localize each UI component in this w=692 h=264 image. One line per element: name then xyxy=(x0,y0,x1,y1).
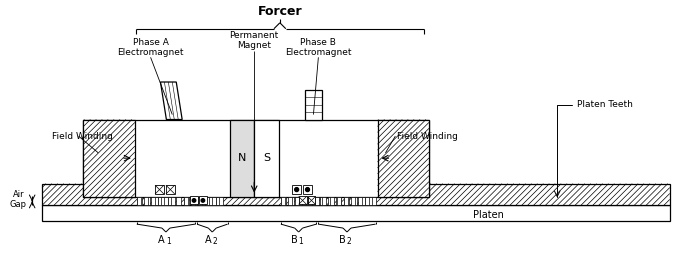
Bar xyxy=(42,184,670,205)
Bar xyxy=(84,120,429,197)
Bar xyxy=(137,197,140,205)
Bar xyxy=(307,196,316,204)
Bar xyxy=(190,196,198,204)
Bar xyxy=(152,197,158,205)
Text: A: A xyxy=(205,235,211,245)
Bar xyxy=(184,197,189,205)
Bar xyxy=(336,197,341,205)
Bar xyxy=(351,197,355,205)
Bar xyxy=(281,197,285,205)
Text: Forcer: Forcer xyxy=(257,5,302,18)
Text: Permanent
Magnet: Permanent Magnet xyxy=(230,31,279,50)
Text: B: B xyxy=(339,235,346,245)
Text: Platen: Platen xyxy=(473,210,504,220)
Bar xyxy=(172,197,175,205)
Text: 1: 1 xyxy=(299,237,303,246)
Bar xyxy=(165,197,168,205)
Bar xyxy=(184,197,188,205)
Bar xyxy=(344,197,348,205)
Bar xyxy=(212,197,216,205)
Bar xyxy=(281,197,286,205)
Bar xyxy=(158,197,161,205)
Bar xyxy=(254,120,279,197)
Bar xyxy=(168,197,173,205)
Bar xyxy=(360,197,365,205)
Text: N: N xyxy=(237,153,246,163)
Bar xyxy=(295,197,299,205)
Text: Air
Gap: Air Gap xyxy=(10,190,27,209)
Bar xyxy=(328,197,333,205)
Bar xyxy=(304,90,322,120)
Bar xyxy=(137,197,142,205)
Text: Platen Teeth: Platen Teeth xyxy=(577,100,632,109)
Text: S: S xyxy=(263,153,270,163)
Bar xyxy=(84,120,135,197)
Circle shape xyxy=(306,188,309,192)
Bar xyxy=(289,197,293,205)
Bar xyxy=(176,197,181,205)
Bar xyxy=(192,197,197,205)
Bar xyxy=(313,197,318,205)
Bar xyxy=(199,196,207,204)
Bar xyxy=(378,120,429,197)
Bar xyxy=(191,197,195,205)
Bar xyxy=(161,197,165,205)
Bar xyxy=(297,197,302,205)
Text: 2: 2 xyxy=(212,237,217,246)
Text: 1: 1 xyxy=(166,237,171,246)
Bar xyxy=(205,197,209,205)
Bar xyxy=(145,197,149,205)
Bar xyxy=(367,197,373,205)
Text: A: A xyxy=(158,235,165,245)
Text: Field Winding: Field Winding xyxy=(52,131,113,141)
Bar xyxy=(322,197,326,205)
Circle shape xyxy=(201,199,205,202)
Bar xyxy=(316,197,319,205)
Bar xyxy=(320,197,325,205)
Bar xyxy=(144,197,147,205)
Text: Phase A
Electromagnet: Phase A Electromagnet xyxy=(118,38,184,57)
Text: 2: 2 xyxy=(347,237,352,246)
Bar xyxy=(155,185,164,194)
Bar xyxy=(302,197,306,205)
Bar xyxy=(292,185,301,194)
Bar xyxy=(288,197,292,205)
Bar xyxy=(42,205,670,221)
Bar xyxy=(208,197,212,205)
Bar xyxy=(372,197,376,205)
Bar xyxy=(166,185,175,194)
Bar xyxy=(299,196,307,204)
Bar xyxy=(219,197,223,205)
Bar xyxy=(198,197,202,205)
Text: B: B xyxy=(291,235,298,245)
Bar xyxy=(303,185,312,194)
Circle shape xyxy=(192,199,196,202)
Bar xyxy=(200,197,205,205)
Bar xyxy=(358,197,362,205)
Text: Field Winding: Field Winding xyxy=(397,131,458,141)
Bar xyxy=(230,120,254,197)
Bar xyxy=(330,197,334,205)
Bar xyxy=(352,197,357,205)
Bar xyxy=(337,197,341,205)
Bar xyxy=(365,197,369,205)
Bar xyxy=(216,197,221,205)
Circle shape xyxy=(295,188,299,192)
Bar xyxy=(151,197,154,205)
Polygon shape xyxy=(161,82,182,120)
Bar xyxy=(309,197,313,205)
Bar xyxy=(344,197,349,205)
Text: Phase B
Electromagnet: Phase B Electromagnet xyxy=(285,38,352,57)
Bar xyxy=(304,197,309,205)
